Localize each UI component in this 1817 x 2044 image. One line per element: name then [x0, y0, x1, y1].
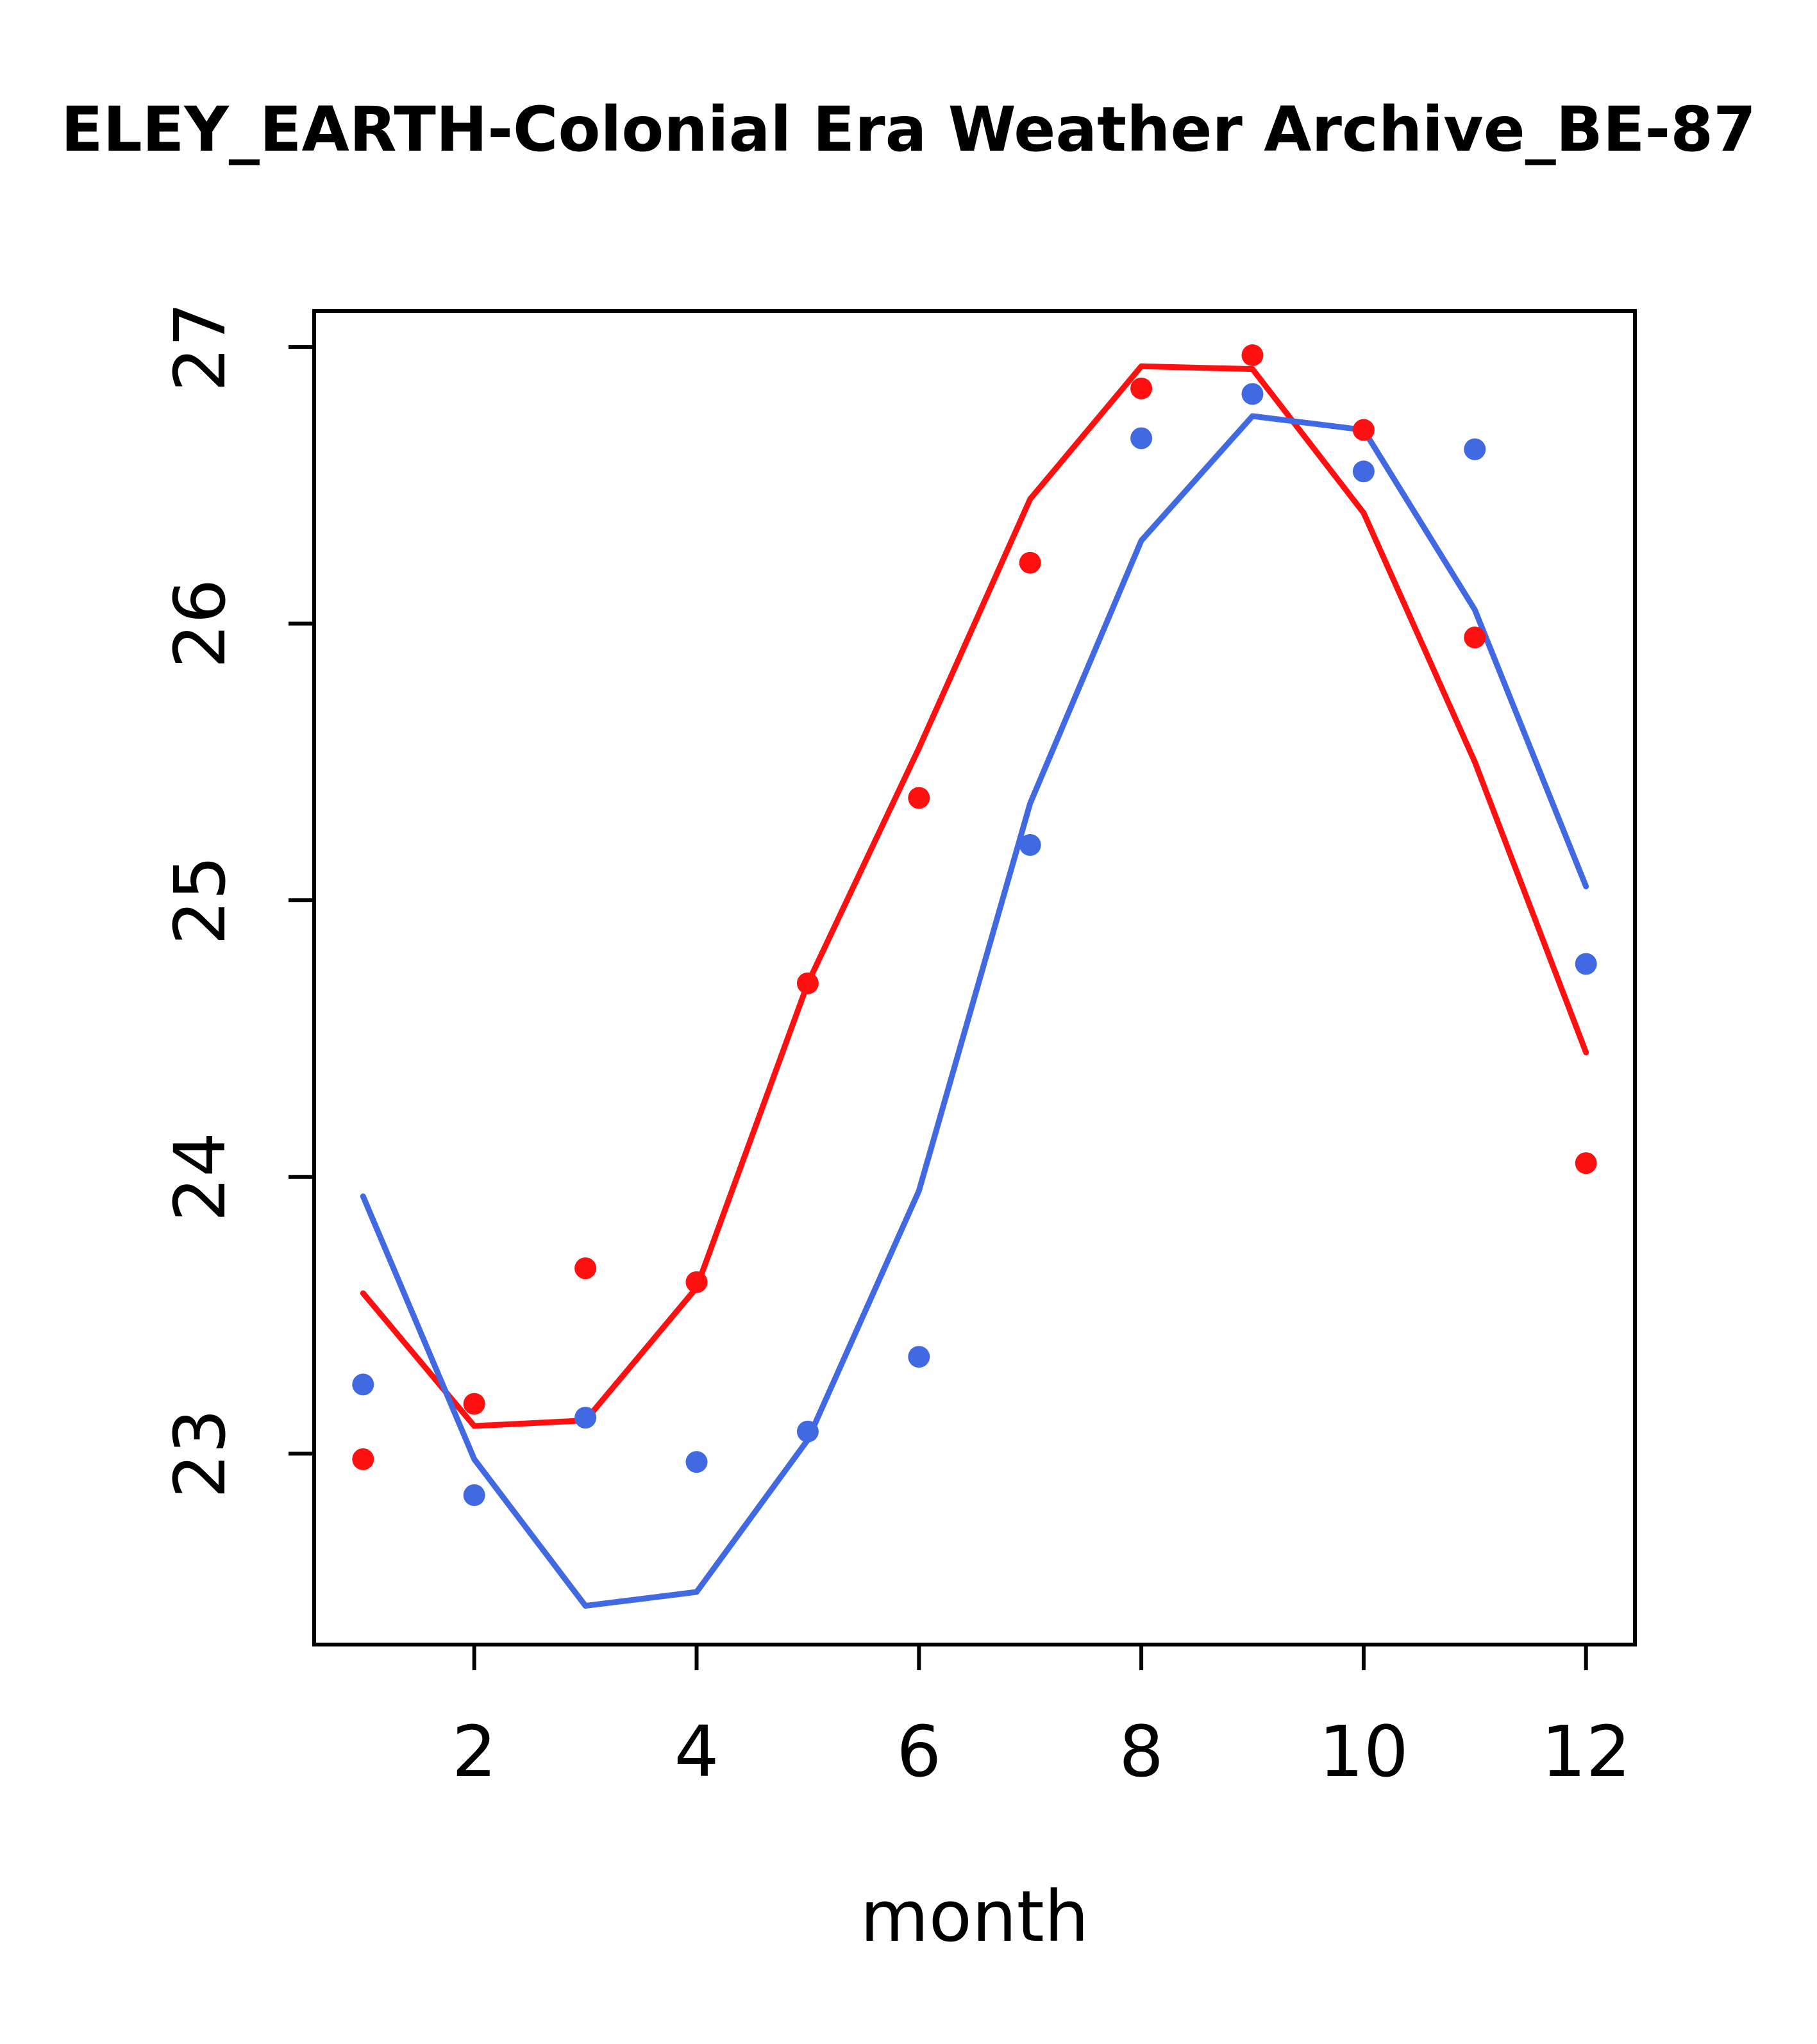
red-series-point [352, 1448, 374, 1470]
y-tick-label: 24 [159, 1132, 241, 1222]
x-tick-label: 4 [674, 1711, 719, 1793]
blue-series-point [1130, 427, 1153, 449]
y-tick-label: 27 [159, 302, 241, 392]
plot-box [312, 309, 1637, 1646]
blue-series-point [352, 1373, 374, 1396]
x-axis-label: month [860, 1875, 1089, 1957]
red-series-point [908, 787, 930, 809]
x-tick-label: 12 [1541, 1711, 1631, 1793]
y-tick-label: 25 [159, 855, 241, 945]
blue-series-point [463, 1484, 485, 1506]
blue-series-point [1575, 953, 1597, 975]
red-series-point [574, 1257, 597, 1280]
x-tick-label: 10 [1319, 1711, 1409, 1793]
red-series-point [1464, 626, 1486, 649]
blue-series-point [1019, 834, 1041, 856]
blue-series-point [1352, 460, 1375, 483]
blue-series-point [685, 1451, 708, 1473]
blue-series-point [908, 1346, 930, 1368]
blue-series-point [796, 1420, 819, 1443]
x-tick-label: 2 [452, 1711, 497, 1793]
chart-title: ELEY_EARTH-Colonial Era Weather Archive_… [61, 94, 1756, 165]
y-tick-label: 26 [159, 579, 241, 669]
red-series-point [1130, 377, 1153, 399]
red-series-point [463, 1393, 485, 1415]
blue-series-point [1241, 383, 1264, 405]
blue-series-point [574, 1407, 597, 1429]
red-series-point [1019, 551, 1041, 574]
red-series-point [1575, 1152, 1597, 1175]
y-tick-label: 23 [159, 1409, 241, 1498]
red-series-point [796, 972, 819, 994]
red-series-point [685, 1271, 708, 1293]
x-tick-label: 8 [1119, 1711, 1164, 1793]
red-series-line [360, 363, 1589, 1429]
blue-series-point [1464, 438, 1486, 460]
red-series-point [1241, 344, 1264, 367]
red-series-point [1352, 419, 1375, 441]
x-tick-label: 6 [896, 1711, 941, 1793]
blue-series-line [360, 413, 1589, 1609]
